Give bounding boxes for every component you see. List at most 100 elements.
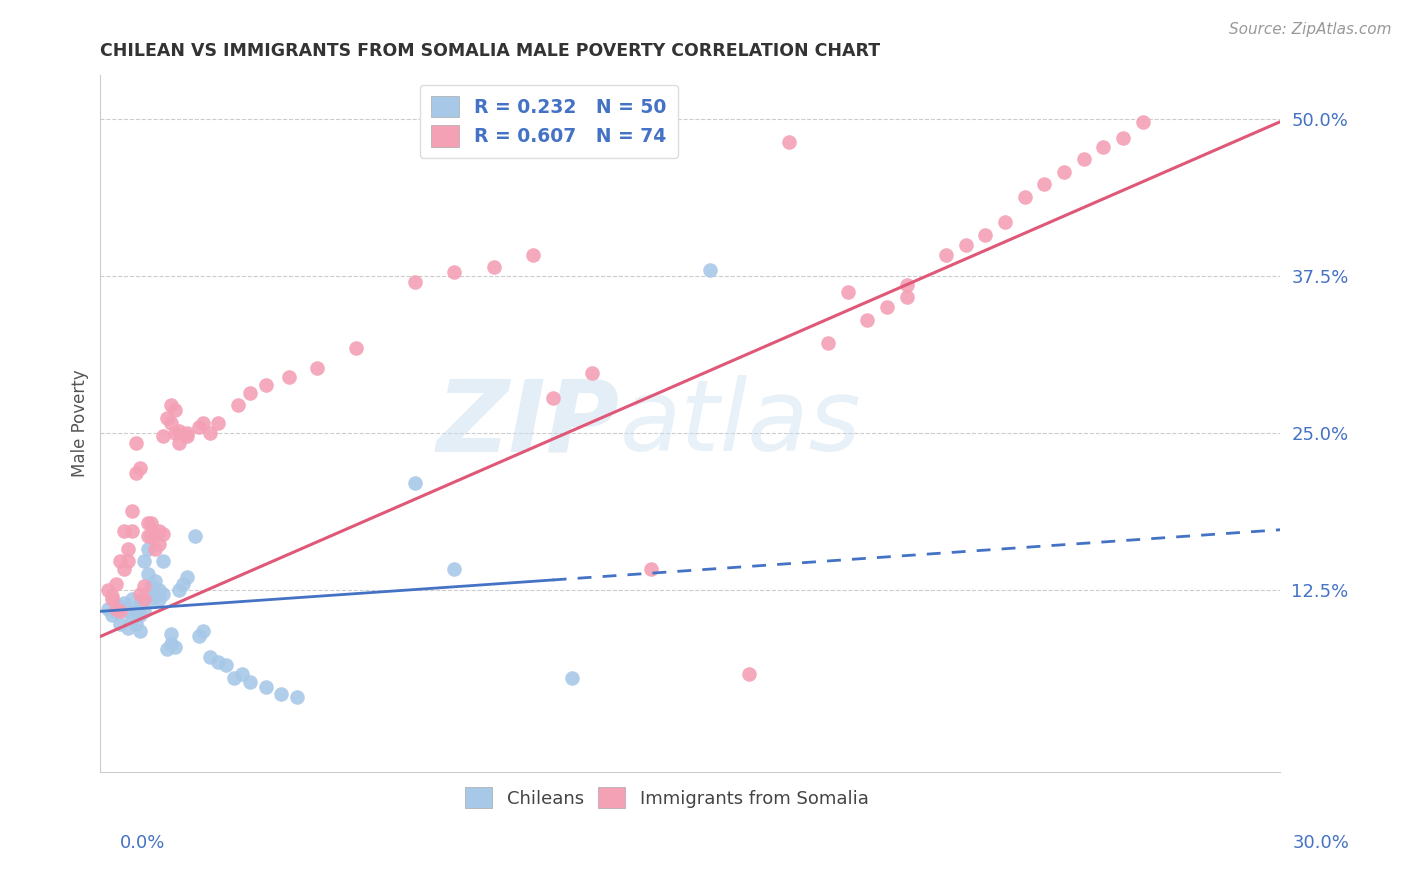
Point xyxy=(1112,131,1135,145)
Point xyxy=(254,680,277,694)
Point xyxy=(191,416,214,430)
Point xyxy=(1053,165,1076,179)
Point xyxy=(167,436,190,450)
Point xyxy=(876,301,898,315)
Text: Source: ZipAtlas.com: Source: ZipAtlas.com xyxy=(1229,22,1392,37)
Y-axis label: Male Poverty: Male Poverty xyxy=(72,370,89,477)
Point xyxy=(167,424,190,438)
Point xyxy=(136,566,159,581)
Point xyxy=(1033,178,1056,192)
Point xyxy=(108,599,131,614)
Point xyxy=(148,524,170,538)
Point xyxy=(152,554,174,568)
Point xyxy=(165,403,187,417)
Point xyxy=(121,504,143,518)
Point xyxy=(112,524,135,538)
Point xyxy=(239,385,262,400)
Point xyxy=(108,616,131,631)
Point xyxy=(132,591,155,606)
Text: 0.0%: 0.0% xyxy=(120,834,165,852)
Point xyxy=(128,608,150,623)
Point xyxy=(226,399,249,413)
Point xyxy=(344,341,367,355)
Point xyxy=(117,621,139,635)
Point xyxy=(132,604,155,618)
Point xyxy=(215,658,238,673)
Point xyxy=(136,541,159,556)
Point xyxy=(974,227,997,242)
Point xyxy=(896,290,918,304)
Point xyxy=(125,436,148,450)
Point xyxy=(141,591,163,606)
Point xyxy=(254,378,277,392)
Point xyxy=(105,576,128,591)
Point xyxy=(121,591,143,606)
Point xyxy=(817,335,839,350)
Point xyxy=(97,582,120,597)
Point xyxy=(955,237,977,252)
Point xyxy=(167,582,190,597)
Point xyxy=(176,428,198,442)
Point xyxy=(128,624,150,639)
Point xyxy=(97,602,120,616)
Point xyxy=(222,671,245,685)
Point xyxy=(152,587,174,601)
Point xyxy=(522,248,544,262)
Point xyxy=(148,591,170,606)
Point xyxy=(145,574,167,589)
Point xyxy=(187,630,209,644)
Point xyxy=(165,425,187,440)
Point xyxy=(145,541,167,556)
Point xyxy=(156,642,179,657)
Point xyxy=(207,416,229,430)
Text: ZIP: ZIP xyxy=(436,376,620,472)
Point xyxy=(443,265,465,279)
Point xyxy=(231,667,253,681)
Point xyxy=(239,674,262,689)
Point xyxy=(108,554,131,568)
Point xyxy=(112,596,135,610)
Point xyxy=(136,516,159,531)
Point xyxy=(148,582,170,597)
Point xyxy=(101,608,124,623)
Text: 30.0%: 30.0% xyxy=(1294,834,1350,852)
Point xyxy=(128,461,150,475)
Point xyxy=(738,667,761,681)
Point xyxy=(278,369,301,384)
Point xyxy=(305,360,328,375)
Point xyxy=(561,671,583,685)
Point xyxy=(101,589,124,603)
Point xyxy=(640,562,662,576)
Point xyxy=(994,215,1017,229)
Point xyxy=(152,428,174,442)
Point xyxy=(285,690,308,704)
Point xyxy=(105,602,128,616)
Point xyxy=(191,624,214,639)
Point xyxy=(1132,114,1154,128)
Text: atlas: atlas xyxy=(620,376,860,472)
Point xyxy=(125,616,148,631)
Point xyxy=(856,313,879,327)
Point xyxy=(121,612,143,626)
Point xyxy=(187,419,209,434)
Point xyxy=(541,391,564,405)
Point xyxy=(125,467,148,481)
Point xyxy=(837,285,859,300)
Point xyxy=(105,604,128,618)
Point xyxy=(132,554,155,568)
Point xyxy=(443,562,465,576)
Point xyxy=(581,366,603,380)
Point xyxy=(176,570,198,584)
Point xyxy=(172,576,194,591)
Point xyxy=(404,476,426,491)
Point xyxy=(160,637,183,651)
Point xyxy=(184,529,207,543)
Point xyxy=(896,277,918,292)
Point xyxy=(1092,140,1115,154)
Point xyxy=(156,411,179,425)
Point xyxy=(141,529,163,543)
Point xyxy=(482,260,505,275)
Point xyxy=(101,591,124,606)
Point xyxy=(121,524,143,538)
Point xyxy=(132,579,155,593)
